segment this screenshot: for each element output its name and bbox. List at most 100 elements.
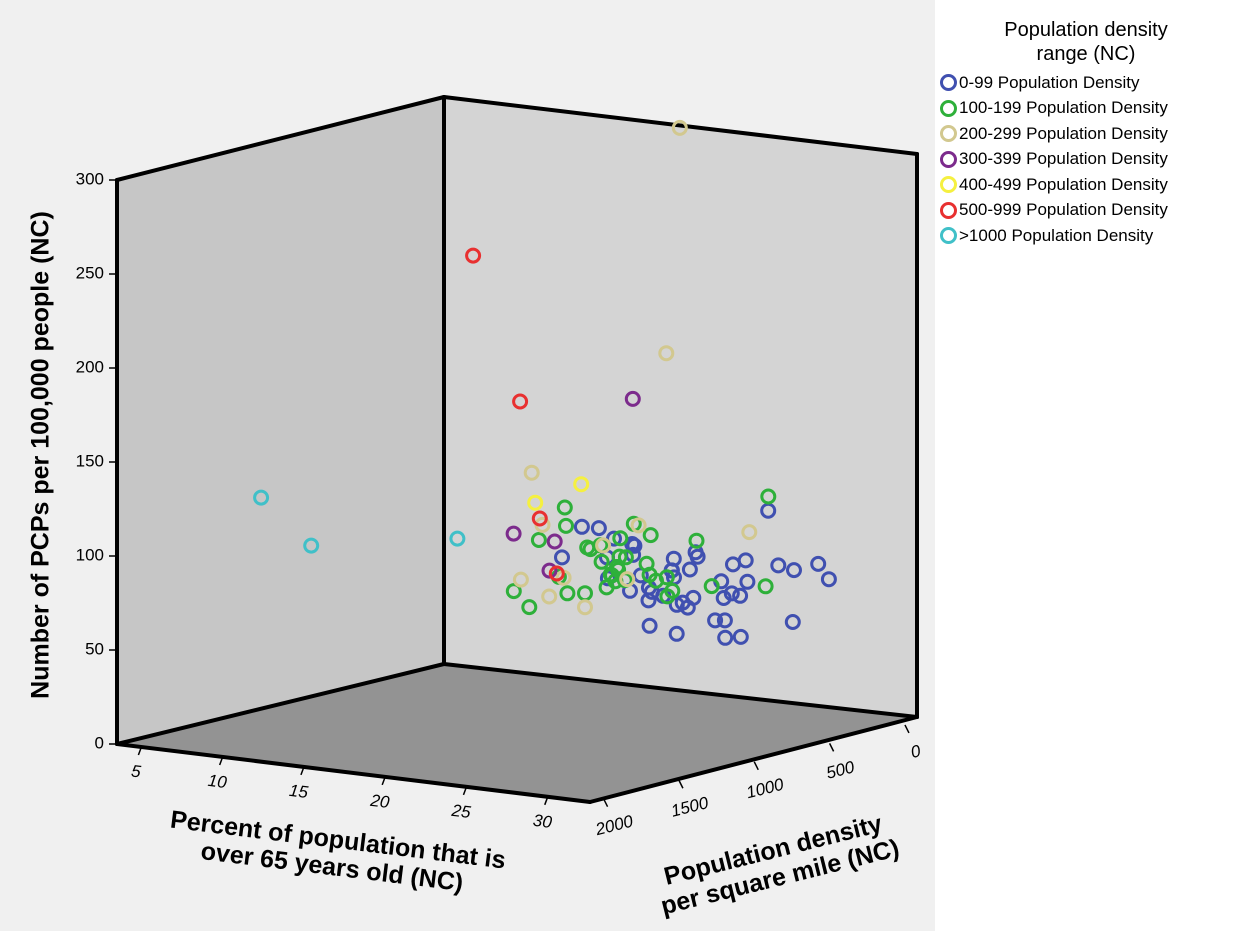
data-point bbox=[717, 629, 734, 646]
data-point bbox=[640, 592, 657, 609]
data-point bbox=[688, 532, 705, 549]
data-points bbox=[253, 119, 837, 646]
data-point bbox=[527, 494, 544, 511]
legend-item-200-299: 200-299 Population Density bbox=[936, 121, 1236, 147]
data-point bbox=[810, 555, 827, 572]
data-point bbox=[715, 590, 732, 606]
data-point bbox=[606, 530, 622, 547]
legend-label: 100-199 Population Density bbox=[959, 98, 1168, 118]
z-tick-mark bbox=[602, 798, 609, 808]
data-point bbox=[541, 562, 558, 579]
y-tick-label: 200 bbox=[76, 357, 104, 376]
legend-item-1000-plus: >1000 Population Density bbox=[936, 223, 1236, 249]
data-point bbox=[703, 578, 720, 595]
y-tick-label: 100 bbox=[76, 545, 104, 564]
data-point bbox=[609, 559, 625, 575]
y-axis-ticks: 0 50 100 150 200 250 300 bbox=[76, 169, 117, 752]
data-point bbox=[590, 520, 607, 537]
data-point bbox=[786, 562, 802, 579]
z-tick-mark bbox=[828, 743, 835, 752]
legend-item-100-199: 100-199 Population Density bbox=[936, 96, 1236, 122]
legend-item-400-499: 400-499 Population Density bbox=[936, 172, 1236, 198]
x-tick-label: 15 bbox=[288, 781, 310, 802]
data-point bbox=[253, 489, 270, 506]
data-point bbox=[512, 571, 529, 588]
y-axis-title: Number of PCPs per 100,000 people (NC) bbox=[27, 211, 55, 699]
y-tick-label: 150 bbox=[76, 451, 104, 470]
data-point bbox=[681, 561, 698, 578]
data-point bbox=[624, 390, 641, 407]
z-axis-title: Population density per square mile (NC) bbox=[658, 810, 902, 921]
circle-marker-icon bbox=[940, 99, 957, 117]
data-point bbox=[579, 539, 596, 556]
x-tick-mark bbox=[462, 786, 468, 796]
legend-label: 0-99 Population Density bbox=[959, 72, 1140, 92]
data-point bbox=[593, 553, 610, 570]
data-point bbox=[658, 345, 675, 362]
y-tick-label: 250 bbox=[76, 263, 104, 282]
x-tick-mark bbox=[300, 766, 305, 776]
scatter-3d-chart: 0 50 100 150 200 250 300 5 10 15 20 25 30 0 500 1000 1… bbox=[27, 95, 923, 921]
data-point bbox=[546, 533, 563, 550]
data-point bbox=[611, 548, 628, 565]
data-point bbox=[617, 549, 634, 566]
data-point bbox=[723, 585, 740, 602]
data-point bbox=[505, 525, 522, 542]
back-left-wall bbox=[117, 97, 444, 744]
circle-marker-icon bbox=[940, 125, 957, 143]
data-point bbox=[530, 532, 547, 548]
data-point bbox=[732, 628, 749, 645]
x-tick-mark bbox=[381, 776, 386, 786]
circle-marker-icon bbox=[940, 227, 957, 245]
data-point bbox=[523, 464, 540, 481]
z-tick-mark bbox=[753, 761, 759, 771]
x-tick-mark bbox=[544, 796, 549, 806]
data-point bbox=[573, 518, 590, 535]
legend-title-line-1: Population density bbox=[1004, 19, 1168, 41]
z-tick-label: 1000 bbox=[744, 775, 786, 803]
legend-label: 200-299 Population Density bbox=[959, 123, 1168, 143]
y-tick-label: 50 bbox=[85, 639, 104, 658]
data-point bbox=[554, 549, 570, 566]
data-point bbox=[573, 476, 590, 493]
data-point bbox=[531, 510, 548, 527]
data-point bbox=[303, 537, 320, 554]
x-axis-ticks: 5 10 15 20 25 30 bbox=[130, 746, 554, 832]
x-tick-label: 25 bbox=[450, 801, 473, 822]
data-point bbox=[577, 599, 593, 616]
data-point bbox=[668, 625, 685, 642]
z-tick-label: 500 bbox=[824, 757, 857, 782]
legend-items: 0-99 Population Density 100-199 Populati… bbox=[936, 70, 1236, 249]
circle-marker-icon bbox=[940, 201, 957, 219]
y-tick-label: 300 bbox=[76, 169, 104, 188]
z-tick-label: 1500 bbox=[669, 793, 711, 821]
x-tick-mark bbox=[218, 756, 224, 766]
circle-marker-icon bbox=[940, 176, 957, 194]
data-point bbox=[707, 612, 724, 629]
x-tick-label: 30 bbox=[532, 811, 554, 832]
x-tick-mark bbox=[137, 746, 143, 756]
legend-label: 500-999 Population Density bbox=[959, 200, 1168, 220]
x-tick-label: 20 bbox=[368, 791, 391, 812]
legend-label: 400-499 Population Density bbox=[959, 174, 1168, 194]
data-point bbox=[512, 393, 529, 410]
back-right-wall bbox=[444, 97, 917, 717]
data-point bbox=[770, 557, 787, 574]
legend-title-line-2: range (NC) bbox=[1036, 43, 1136, 65]
circle-marker-icon bbox=[940, 74, 957, 92]
data-point bbox=[638, 555, 655, 572]
z-tick-mark bbox=[678, 779, 684, 789]
data-point bbox=[521, 599, 538, 616]
data-point bbox=[612, 530, 629, 547]
data-point bbox=[642, 527, 659, 544]
data-point bbox=[505, 583, 522, 600]
y-tick-label: 0 bbox=[95, 733, 104, 752]
data-point bbox=[784, 614, 801, 630]
data-point bbox=[559, 585, 576, 602]
data-point bbox=[760, 488, 777, 505]
data-point bbox=[548, 565, 565, 582]
data-point bbox=[619, 571, 636, 588]
z-tick-label: 2000 bbox=[593, 811, 636, 839]
data-point bbox=[741, 524, 758, 541]
data-point bbox=[556, 499, 573, 516]
